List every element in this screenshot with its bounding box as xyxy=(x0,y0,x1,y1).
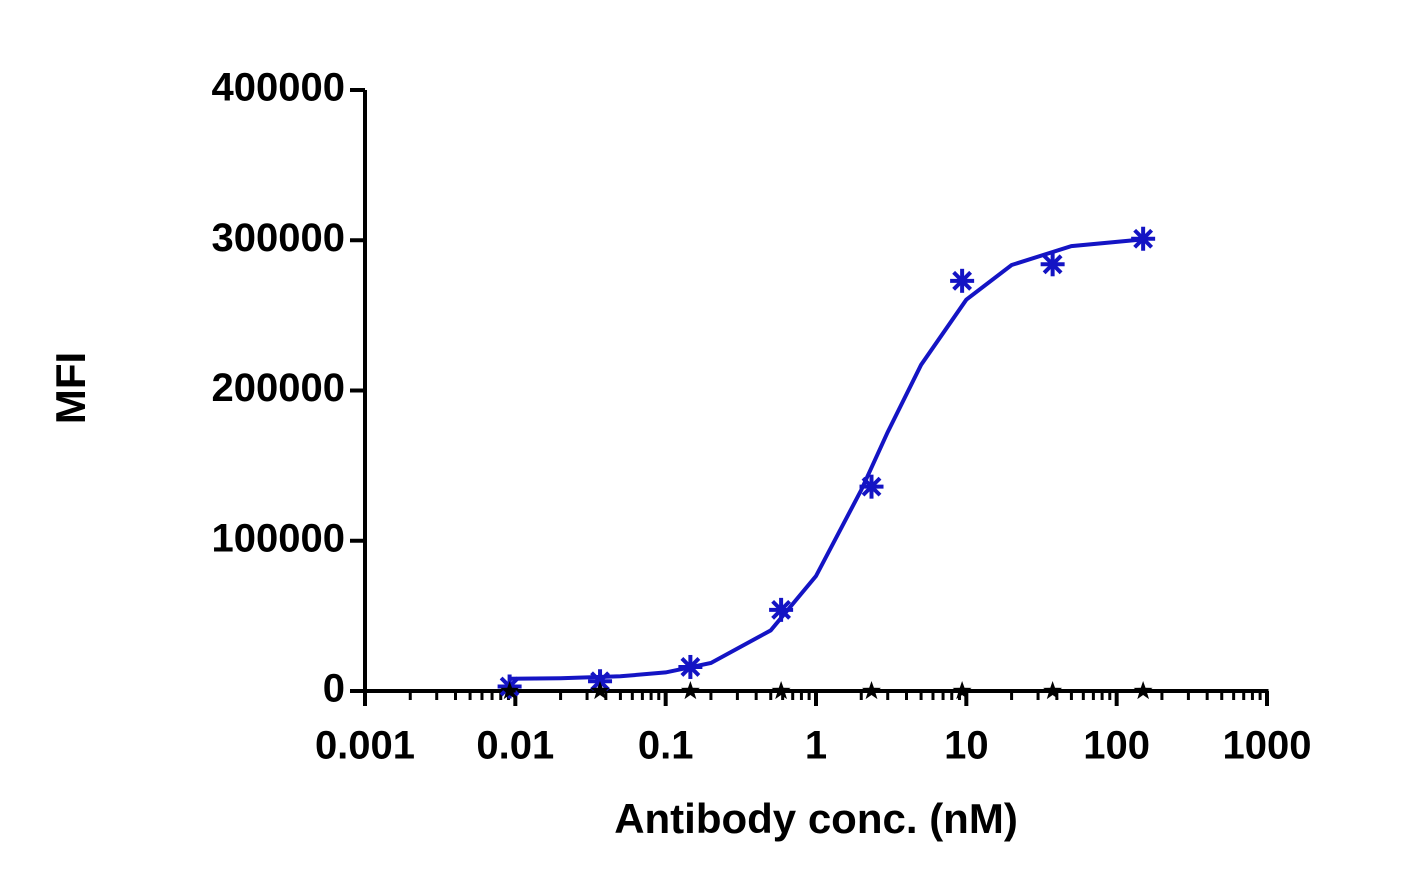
data-point xyxy=(1040,252,1065,277)
x-axis-title: Antibody conc. (nM) xyxy=(614,795,1018,842)
data-point xyxy=(1133,681,1153,700)
data-point xyxy=(680,681,700,700)
y-tick-label: 400000 xyxy=(212,66,345,110)
asterisk-arm xyxy=(1042,254,1063,275)
y-tick-label: 200000 xyxy=(212,366,345,410)
x-tick-label: 1000 xyxy=(1223,724,1312,768)
asterisk-arm xyxy=(771,599,792,620)
x-tick-label: 0.01 xyxy=(476,724,554,768)
asterisk-arm xyxy=(952,270,973,291)
data-point xyxy=(1131,226,1156,251)
fit-curve xyxy=(509,237,1144,681)
y-tick-label: 0 xyxy=(323,667,345,711)
x-tick-label: 0.1 xyxy=(638,724,694,768)
data-point xyxy=(952,681,972,700)
x-tick-label: 0.001 xyxy=(315,724,415,768)
y-tick-label: 300000 xyxy=(212,216,345,260)
data-point xyxy=(862,681,881,700)
data-point xyxy=(950,268,975,293)
x-tick-label: 10 xyxy=(944,724,989,768)
data-point xyxy=(500,681,520,700)
y-tick-label: 100000 xyxy=(212,516,345,560)
data-point xyxy=(771,681,791,700)
x-tick-label: 100 xyxy=(1083,724,1150,768)
data-point xyxy=(590,681,610,700)
asterisk-arm xyxy=(1133,228,1154,249)
x-tick-label: 1 xyxy=(805,724,827,768)
data-point xyxy=(1043,681,1063,700)
y-axis-title: MFI xyxy=(47,352,94,424)
asterisk-arm xyxy=(861,476,882,497)
